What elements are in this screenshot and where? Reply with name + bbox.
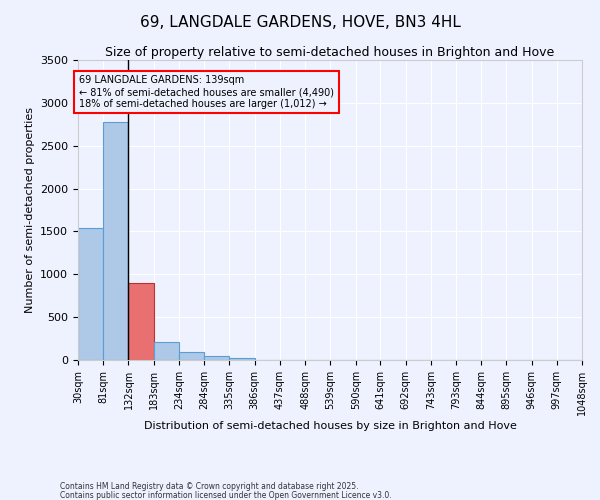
Y-axis label: Number of semi-detached properties: Number of semi-detached properties [25,107,35,313]
Bar [204,356,229,360]
Bar [78,228,103,360]
Bar [128,283,154,360]
Bar [103,122,128,360]
Text: 69 LANGDALE GARDENS: 139sqm
← 81% of semi-detached houses are smaller (4,490)
18: 69 LANGDALE GARDENS: 139sqm ← 81% of sem… [79,76,334,108]
X-axis label: Distribution of semi-detached houses by size in Brighton and Hove: Distribution of semi-detached houses by … [143,420,517,430]
Bar [229,358,255,360]
Title: Size of property relative to semi-detached houses in Brighton and Hove: Size of property relative to semi-detach… [106,46,554,59]
Text: Contains public sector information licensed under the Open Government Licence v3: Contains public sector information licen… [60,490,392,500]
Text: 69, LANGDALE GARDENS, HOVE, BN3 4HL: 69, LANGDALE GARDENS, HOVE, BN3 4HL [140,15,460,30]
Bar [179,352,204,360]
Bar [154,342,179,360]
Text: Contains HM Land Registry data © Crown copyright and database right 2025.: Contains HM Land Registry data © Crown c… [60,482,359,491]
